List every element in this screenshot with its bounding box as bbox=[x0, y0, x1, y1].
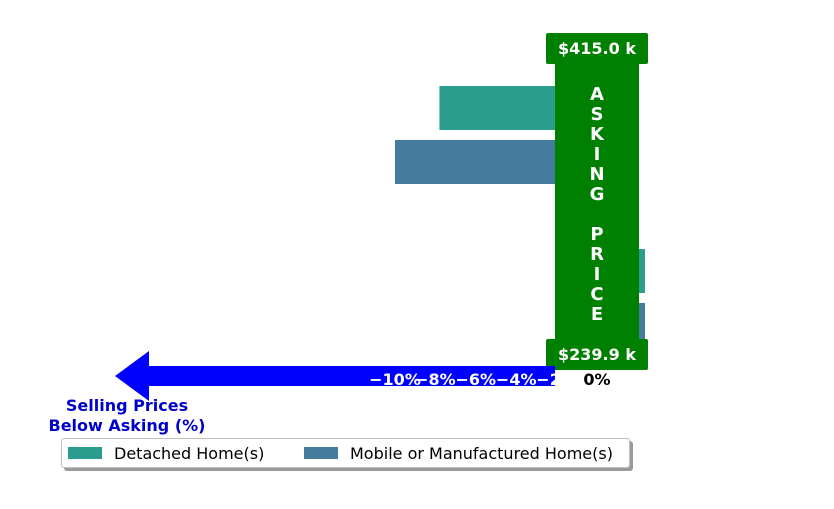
legend-label-detached: Detached Home(s) bbox=[114, 443, 265, 463]
asking-price-low-label: $239.9 k bbox=[558, 345, 636, 364]
x-tick-label: −8% bbox=[415, 370, 456, 389]
legend-label-mobile: Mobile or Manufactured Home(s) bbox=[350, 443, 613, 463]
x-tick-label: −4% bbox=[496, 370, 537, 389]
legend-swatch-mobile bbox=[304, 447, 338, 459]
legend-swatch-detached bbox=[68, 447, 102, 459]
asking-price-low-box bbox=[546, 339, 648, 370]
asking-price-high-box bbox=[546, 33, 648, 64]
asking-price-banner bbox=[555, 48, 639, 356]
x-tick-label: −10% bbox=[369, 370, 421, 389]
asking-price-high-label: $415.0 k bbox=[558, 39, 636, 58]
x-axis-group: −10%−8% −6% −4% −2% 0% Selling Prices Below As… bbox=[49, 351, 611, 435]
x-tick-label: 0% bbox=[583, 370, 610, 389]
x-tick-label: −6% bbox=[456, 370, 497, 389]
legend-item-detached: Detached Home(s) bbox=[68, 439, 264, 467]
x-tick-label: −2% bbox=[536, 370, 577, 389]
x-axis-arrow bbox=[115, 351, 555, 401]
x-axis-title: Selling Prices Below Asking (%) bbox=[49, 396, 206, 435]
legend: Detached Home(s) Mobile or Manufactured … bbox=[61, 438, 630, 468]
legend-item-mobile: Mobile or Manufactured Home(s) bbox=[304, 439, 613, 467]
